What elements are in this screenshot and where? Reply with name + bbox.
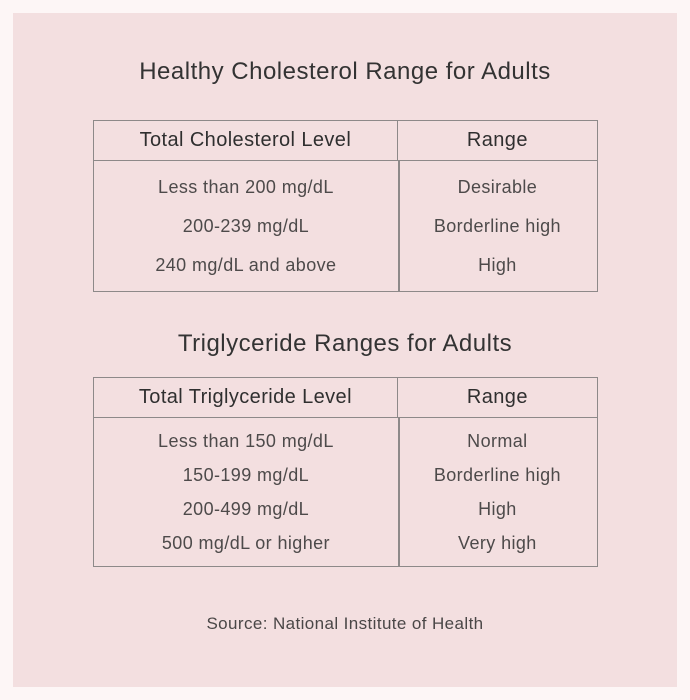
- table-row: 200-239 mg/dL Borderline high: [94, 214, 597, 238]
- triglyceride-title: Triglyceride Ranges for Adults: [177, 330, 513, 357]
- triglyceride-range-column-header: Range: [466, 386, 528, 408]
- column-divider: [398, 418, 400, 566]
- table-row: 150-199 mg/dL Borderline high: [94, 463, 597, 487]
- cholesterol-range-cell: Borderline high: [433, 215, 561, 236]
- cholesterol-range-cell: High: [478, 255, 517, 276]
- column-divider: [398, 161, 400, 291]
- table-row: 500 mg/dL or higher Very high: [94, 531, 597, 555]
- triglyceride-range-cell: Normal: [467, 431, 528, 451]
- triglyceride-level-cell: Less than 150 mg/dL: [158, 431, 334, 451]
- table-row: Less than 150 mg/dL Normal: [94, 429, 597, 453]
- table-row: 240 mg/dL and above High: [94, 253, 597, 277]
- cholesterol-table: Total Cholesterol Level Range Less than …: [92, 120, 598, 292]
- infographic-panel: Healthy Cholesterol Range for Adults Tot…: [13, 13, 677, 687]
- cholesterol-title: Healthy Cholesterol Range for Adults: [139, 58, 551, 85]
- triglyceride-level-cell: 500 mg/dL or higher: [161, 533, 330, 553]
- triglyceride-table: Total Triglyceride Level Range Less than…: [92, 377, 598, 567]
- triglyceride-range-cell: Very high: [458, 533, 537, 553]
- triglyceride-table-body: Less than 150 mg/dL Normal 150-199 mg/dL…: [94, 418, 597, 566]
- triglyceride-level-cell: 150-199 mg/dL: [182, 465, 310, 485]
- triglyceride-range-cell: Borderline high: [433, 465, 561, 485]
- cholesterol-table-header-row: Total Cholesterol Level Range: [93, 121, 597, 161]
- cholesterol-level-cell: 240 mg/dL and above: [155, 255, 337, 276]
- cholesterol-level-cell: 200-239 mg/dL: [182, 215, 310, 236]
- table-row: 200-499 mg/dL High: [94, 497, 597, 521]
- source-attribution: Source: National Institute of Health: [206, 614, 484, 633]
- table-row: Less than 200 mg/dL Desirable: [94, 175, 597, 199]
- cholesterol-range-column-header: Range: [466, 129, 528, 151]
- triglyceride-table-header-row: Total Triglyceride Level Range: [93, 378, 597, 418]
- triglyceride-range-cell: High: [478, 499, 517, 519]
- triglyceride-level-cell: 200-499 mg/dL: [182, 499, 310, 519]
- cholesterol-level-column-header: Total Cholesterol Level: [94, 121, 399, 160]
- cholesterol-range-cell: Desirable: [457, 176, 538, 197]
- cholesterol-table-body: Less than 200 mg/dL Desirable 200-239 mg…: [94, 161, 597, 291]
- cholesterol-level-cell: Less than 200 mg/dL: [158, 176, 334, 197]
- triglyceride-level-column-header: Total Triglyceride Level: [94, 378, 399, 417]
